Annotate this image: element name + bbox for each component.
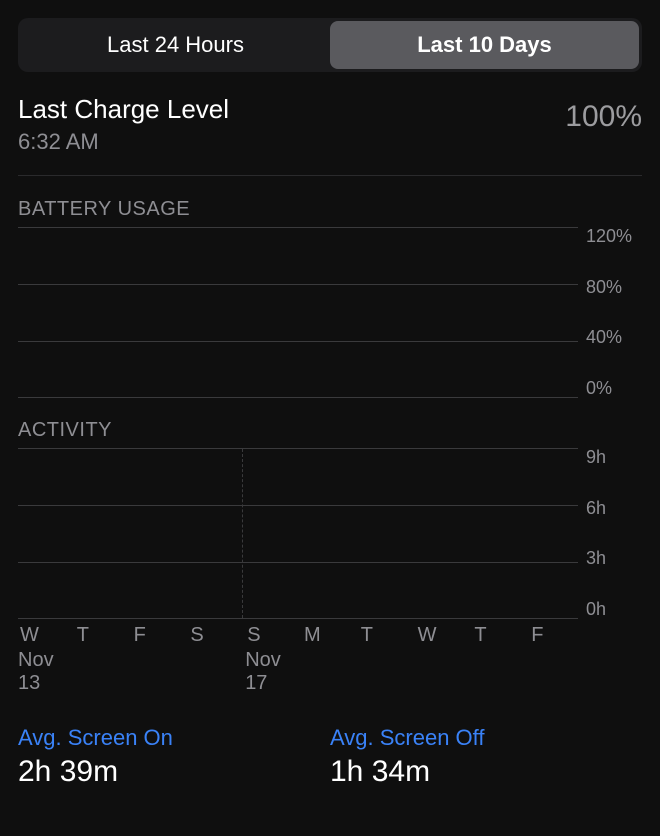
xtick-sub bbox=[529, 649, 578, 695]
segment-10-days[interactable]: Last 10 Days bbox=[330, 21, 639, 69]
ytick: 40% bbox=[586, 328, 642, 346]
battery-usage-chart: 120% 80% 40% 0% bbox=[18, 227, 642, 397]
xtick: W bbox=[416, 624, 465, 647]
ytick: 0h bbox=[586, 600, 642, 618]
ytick: 3h bbox=[586, 549, 642, 567]
xtick-sub bbox=[132, 649, 181, 695]
xtick: S bbox=[188, 624, 237, 647]
avg-screen-off-value: 1h 34m bbox=[330, 755, 642, 789]
time-range-segmented: Last 24 Hours Last 10 Days bbox=[18, 18, 642, 72]
battery-usage-title: BATTERY USAGE bbox=[18, 198, 642, 221]
xtick-sub bbox=[75, 649, 124, 695]
xtick: S bbox=[245, 624, 294, 647]
ytick: 9h bbox=[586, 448, 642, 466]
avg-screen-on: Avg. Screen On 2h 39m bbox=[18, 725, 330, 789]
last-charge-row: Last Charge Level 6:32 AM 100% bbox=[18, 94, 642, 176]
xtick: T bbox=[75, 624, 124, 647]
xtick: F bbox=[529, 624, 578, 647]
ytick: 80% bbox=[586, 278, 642, 296]
xtick: T bbox=[472, 624, 521, 647]
xtick-sub: Nov 13 bbox=[18, 649, 67, 695]
xtick-sub bbox=[416, 649, 465, 695]
last-charge-title: Last Charge Level bbox=[18, 94, 229, 125]
activity-title: ACTIVITY bbox=[18, 419, 642, 442]
xtick-sub bbox=[302, 649, 351, 695]
activity-chart: 9h 6h 3h 0h bbox=[18, 448, 642, 618]
xtick-sub bbox=[188, 649, 237, 695]
segment-24-hours[interactable]: Last 24 Hours bbox=[21, 21, 330, 69]
battery-screen: Last 24 Hours Last 10 Days Last Charge L… bbox=[0, 0, 660, 789]
xtick-sub bbox=[359, 649, 408, 695]
last-charge-value: 100% bbox=[565, 100, 642, 134]
ytick: 6h bbox=[586, 499, 642, 517]
xtick: F bbox=[132, 624, 181, 647]
xaxis: WTFSSMTWTF Nov 13Nov 17 bbox=[18, 618, 642, 695]
xtick-sub: Nov 17 bbox=[245, 649, 294, 695]
avg-screen-on-value: 2h 39m bbox=[18, 755, 330, 789]
xtick-sub bbox=[472, 649, 521, 695]
averages-row: Avg. Screen On 2h 39m Avg. Screen Off 1h… bbox=[18, 725, 642, 789]
last-charge-time: 6:32 AM bbox=[18, 129, 229, 155]
xtick: M bbox=[302, 624, 351, 647]
avg-screen-off-label: Avg. Screen Off bbox=[330, 725, 642, 751]
ytick: 0% bbox=[586, 379, 642, 397]
avg-screen-on-label: Avg. Screen On bbox=[18, 725, 330, 751]
xtick: T bbox=[359, 624, 408, 647]
ytick: 120% bbox=[586, 227, 642, 245]
xtick: W bbox=[18, 624, 67, 647]
avg-screen-off: Avg. Screen Off 1h 34m bbox=[330, 725, 642, 789]
